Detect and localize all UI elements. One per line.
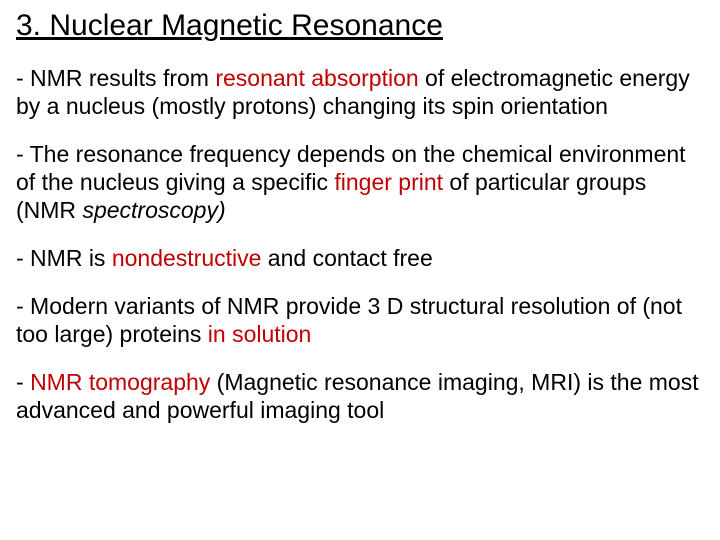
bullet-1: - NMR results from resonant absorption o… bbox=[16, 64, 704, 120]
slide: 3. Nuclear Magnetic Resonance - NMR resu… bbox=[0, 0, 720, 540]
bullet-2: - The resonance frequency depends on the… bbox=[16, 140, 704, 224]
slide-title: 3. Nuclear Magnetic Resonance bbox=[16, 8, 704, 44]
highlight-text: resonant absorption bbox=[215, 65, 418, 91]
text-segment: - NMR results from bbox=[16, 65, 215, 91]
highlight-text: finger print bbox=[334, 169, 443, 195]
bullet-3: - NMR is nondestructive and contact free bbox=[16, 244, 704, 272]
text-segment: - Modern variants of NMR provide 3 D str… bbox=[16, 293, 682, 347]
highlight-text: in solution bbox=[208, 321, 312, 347]
highlight-text: nondestructive bbox=[112, 245, 262, 271]
bullet-5: - NMR tomography (Magnetic resonance ima… bbox=[16, 368, 704, 424]
highlight-text: NMR tomography bbox=[30, 369, 210, 395]
text-segment: - bbox=[16, 369, 30, 395]
bullet-4: - Modern variants of NMR provide 3 D str… bbox=[16, 292, 704, 348]
text-segment: and contact free bbox=[261, 245, 432, 271]
text-segment: - NMR is bbox=[16, 245, 112, 271]
italic-text: spectroscopy) bbox=[82, 197, 225, 223]
